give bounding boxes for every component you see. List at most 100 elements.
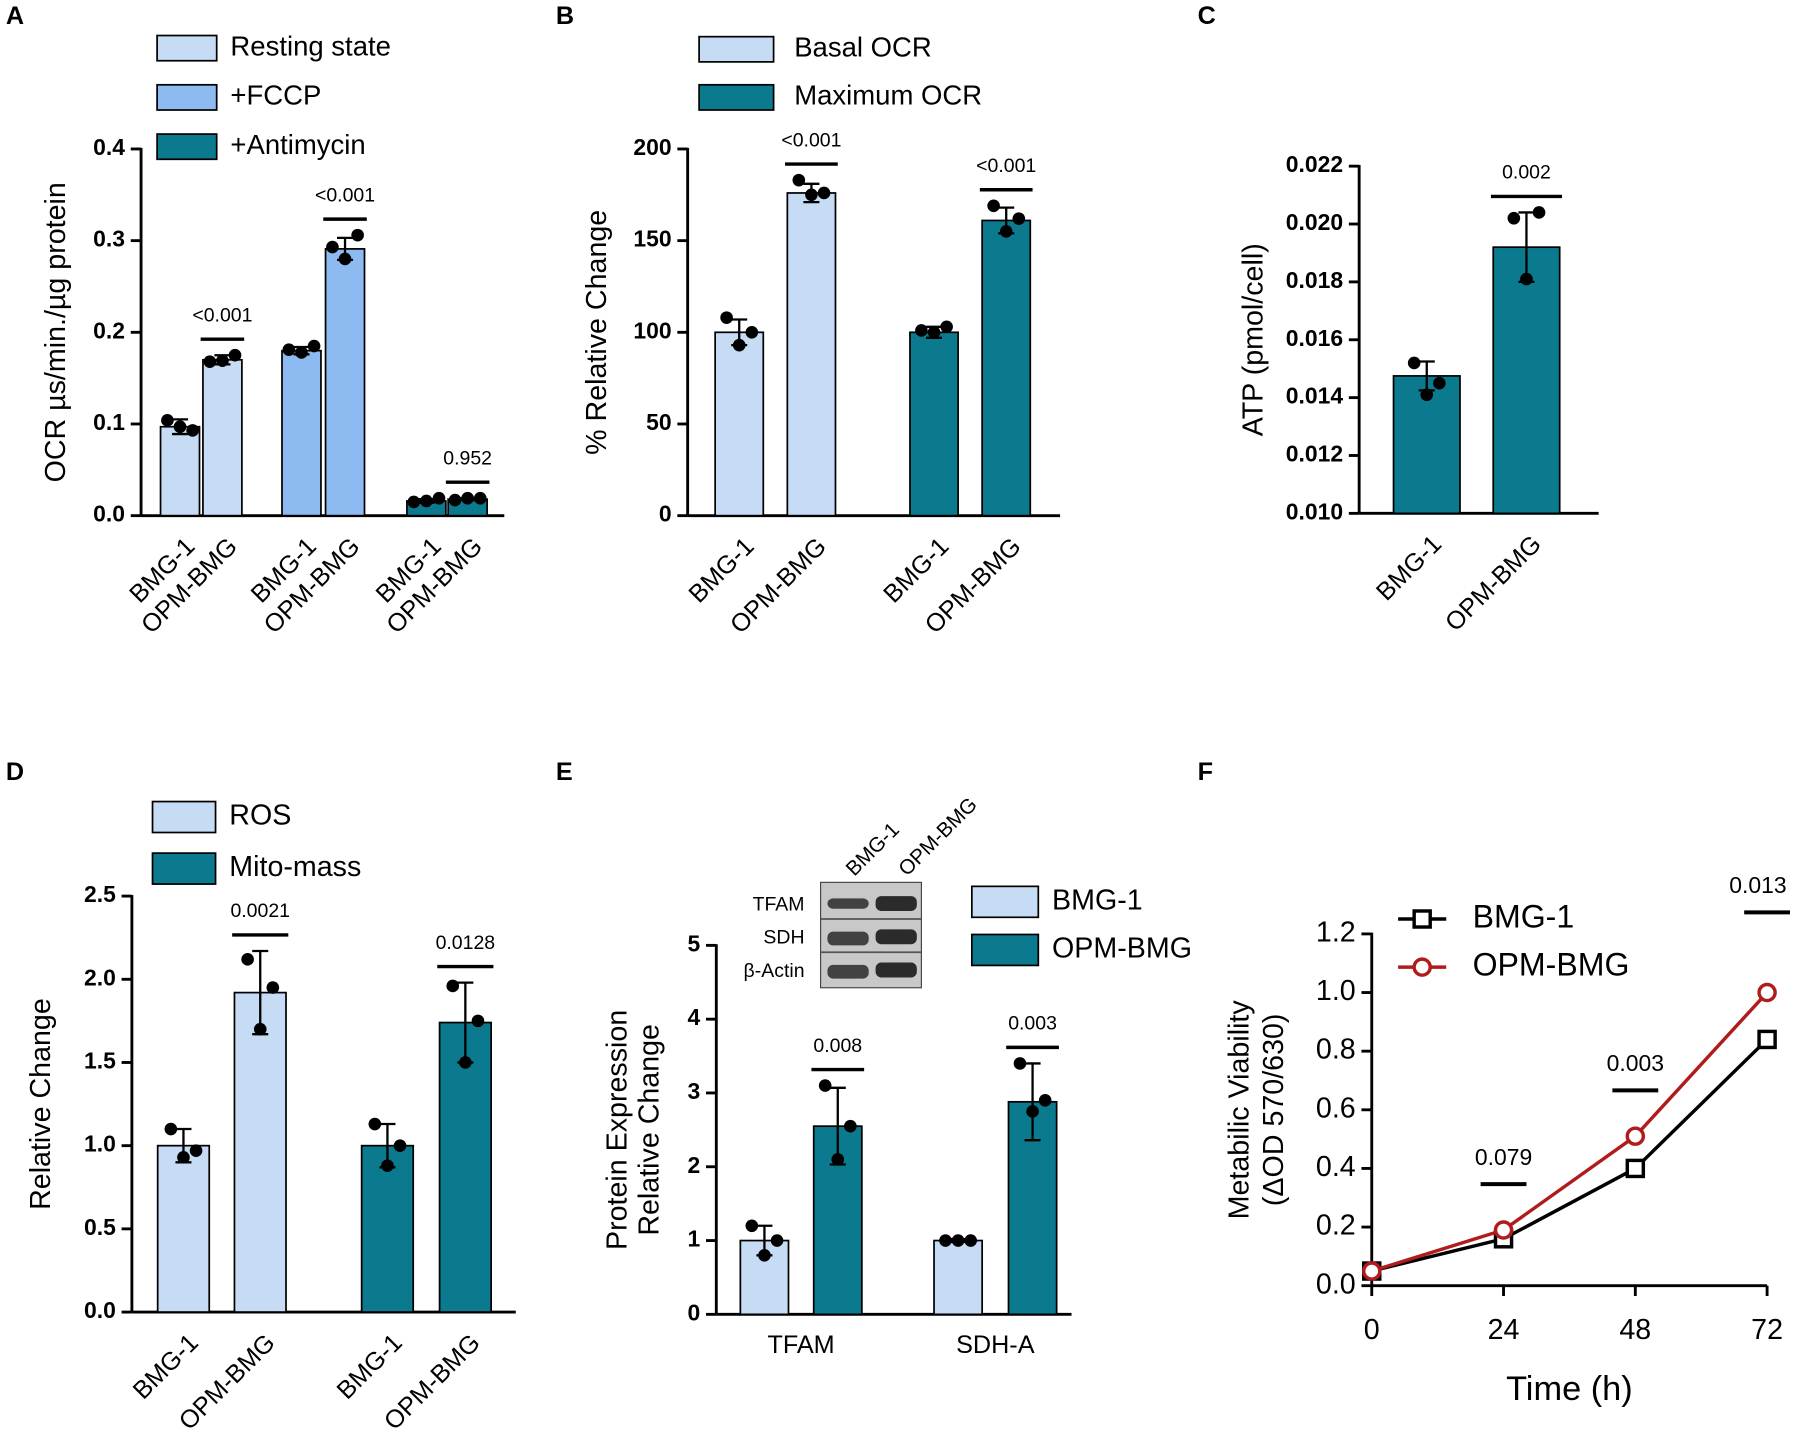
legend-swatch xyxy=(156,133,218,161)
p-value: <0.001 xyxy=(976,155,1036,177)
y-axis-label: % Relative Change xyxy=(581,210,613,455)
y-tick-label: 0.3 xyxy=(93,226,125,252)
bar xyxy=(438,1021,492,1313)
y-tick-label: 1.0 xyxy=(1316,975,1356,1007)
blot-band xyxy=(827,931,869,946)
data-point xyxy=(446,979,460,993)
legend-label: OPM-BMG xyxy=(1052,933,1192,965)
data-point xyxy=(173,420,187,434)
data-point xyxy=(186,424,199,437)
panel-label: C xyxy=(1198,2,1216,30)
x-tick-label: 72 xyxy=(1751,1314,1783,1346)
y-tick-label: 2 xyxy=(688,1152,701,1178)
panel-label: B xyxy=(556,2,574,30)
y-tick-label: 0 xyxy=(659,501,672,527)
bar xyxy=(360,1144,415,1313)
p-value: 0.079 xyxy=(1475,1144,1532,1170)
y-tick-label: 0.8 xyxy=(1316,1034,1356,1066)
bar xyxy=(156,1144,211,1313)
panel-label: E xyxy=(556,758,573,786)
data-point xyxy=(164,1122,178,1136)
data-point xyxy=(253,1022,267,1036)
blot-band xyxy=(827,898,869,909)
data-point xyxy=(1038,1094,1052,1107)
p-value: <0.001 xyxy=(781,129,841,151)
data-point xyxy=(999,225,1013,238)
data-point xyxy=(1433,376,1446,390)
data-point xyxy=(471,1014,485,1028)
data-point xyxy=(420,494,433,508)
data-point xyxy=(1026,1105,1039,1118)
legend-label: Basal OCR xyxy=(794,32,932,63)
data-point xyxy=(282,343,296,357)
y-tick-label: 4 xyxy=(688,1004,701,1030)
p-value: 0.0021 xyxy=(230,900,290,922)
x-tick-label: OPM-BMG xyxy=(1440,530,1547,637)
legend-label: Maximum OCR xyxy=(794,80,982,111)
y-tick-label: 0.012 xyxy=(1286,441,1343,467)
legend-label: Resting state xyxy=(230,30,391,61)
legend-label: ROS xyxy=(229,800,291,832)
p-value: 0.013 xyxy=(1729,872,1786,898)
data-point xyxy=(792,173,806,187)
panel-label: F xyxy=(1198,758,1213,786)
y-tick-label: 0.6 xyxy=(1316,1092,1356,1124)
y-tick-label: 0.018 xyxy=(1286,267,1344,293)
y-tick-label: 200 xyxy=(633,134,671,160)
blot-row-label: β-Actin xyxy=(744,960,805,982)
y-tick-label: 0.2 xyxy=(93,317,125,343)
y-tick-label: 1.2 xyxy=(1316,916,1356,948)
data-point xyxy=(939,1234,952,1247)
bar xyxy=(159,425,201,517)
y-tick-label: 0 xyxy=(688,1299,701,1325)
y-tick-label: 0.4 xyxy=(1316,1151,1356,1183)
data-point xyxy=(732,338,746,352)
y-tick-label: 2.5 xyxy=(84,881,116,907)
data-point xyxy=(964,1234,977,1247)
data-point xyxy=(448,493,462,507)
legend-swatch xyxy=(151,800,217,834)
legend-marker xyxy=(1412,957,1432,977)
data-point xyxy=(203,355,217,368)
blot-column-label: OPM-BMG xyxy=(894,793,982,881)
p-value: 0.952 xyxy=(443,447,492,469)
y-tick-label: 0.010 xyxy=(1286,498,1343,524)
data-point xyxy=(915,324,928,337)
y-tick-label: 5 xyxy=(688,930,701,956)
y-tick-label: 0.5 xyxy=(84,1214,116,1240)
y-tick-label: 0.020 xyxy=(1286,209,1343,235)
y-tick-label: 0.1 xyxy=(93,409,125,435)
legend-label: Mito-mass xyxy=(229,851,361,883)
y-tick-label: 0.014 xyxy=(1286,383,1344,409)
p-value: 0.003 xyxy=(1008,1013,1057,1035)
data-point xyxy=(1532,206,1546,219)
x-tick-label: BMG-1 xyxy=(128,1329,204,1405)
bar xyxy=(202,358,243,517)
y-tick-label: 0.0 xyxy=(93,501,125,527)
bar xyxy=(786,192,837,517)
marker xyxy=(1493,1220,1514,1240)
x-tick-label: 0 xyxy=(1364,1314,1380,1346)
y-axis-label: Relative Change xyxy=(25,998,57,1210)
data-point xyxy=(189,1144,203,1157)
data-point xyxy=(307,339,321,353)
data-point xyxy=(338,252,352,266)
data-point xyxy=(940,320,953,334)
x-tick-label: SDH-A xyxy=(956,1331,1035,1359)
data-point xyxy=(393,1139,407,1152)
data-point xyxy=(241,953,254,966)
data-point xyxy=(1507,211,1521,225)
data-point xyxy=(326,240,339,254)
blot-row-label: TFAM xyxy=(753,893,805,915)
legend-label: BMG-1 xyxy=(1473,898,1575,934)
data-point xyxy=(831,1153,845,1166)
y-axis-label: (ΔOD 570/630) xyxy=(1258,1014,1290,1207)
legend-swatch xyxy=(970,933,1040,967)
data-point xyxy=(758,1249,771,1262)
p-value: <0.001 xyxy=(192,304,252,326)
y-axis-label: Metabilic Viability xyxy=(1224,1000,1256,1220)
data-point xyxy=(987,199,1000,213)
y-tick-label: 1.0 xyxy=(84,1131,116,1157)
data-point xyxy=(216,354,229,368)
